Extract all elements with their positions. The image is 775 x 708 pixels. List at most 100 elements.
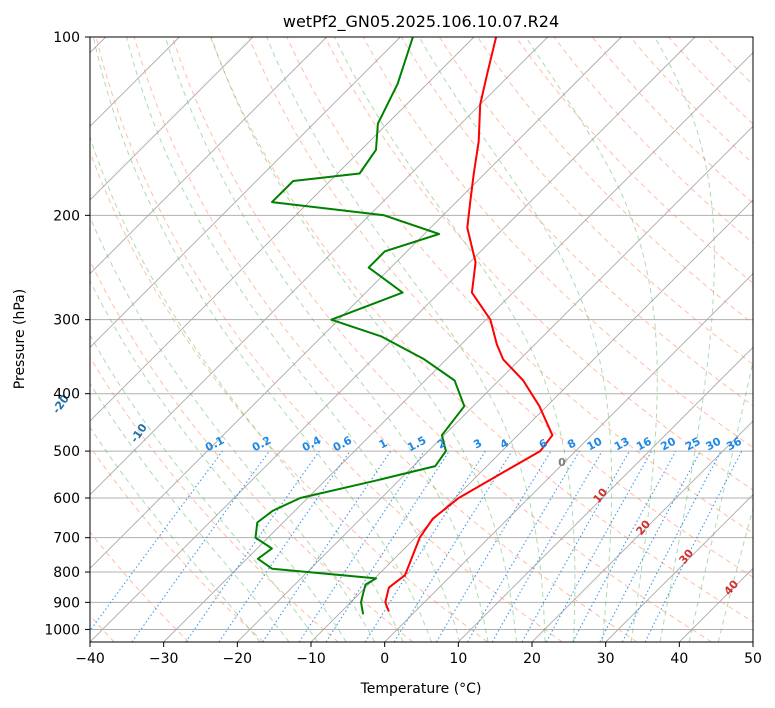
mixing-ratio-line [325, 450, 450, 642]
mixing-ratio-line [393, 450, 513, 642]
moist-adiabat-line [210, 37, 517, 642]
x-tick-label: 50 [744, 651, 762, 667]
dry-adiabat-line [438, 37, 753, 366]
mixing-ratio-label: 16 [634, 435, 654, 454]
moist-adiabat-line [418, 37, 613, 642]
y-tick-label: 600 [53, 491, 80, 507]
chart-title: wetPf2_GN05.2025.106.10.07.R24 [283, 12, 559, 32]
mixing-ratio-line [298, 450, 425, 642]
y-tick-label: 500 [53, 444, 80, 460]
isotherm-line [90, 37, 622, 569]
mixing-ratio-label: 25 [683, 435, 703, 454]
dry-adiabat-line [248, 37, 753, 578]
mixing-ratio-line [262, 450, 392, 642]
y-tick-label: 100 [53, 30, 80, 46]
isotherm-line [310, 199, 753, 642]
moist-adiabat-line [334, 37, 576, 642]
y-axis-label: Pressure (hPa) [12, 289, 28, 389]
moist-adiabat-line [266, 37, 546, 642]
mixing-ratio-line [435, 450, 552, 642]
mixing-ratio-label: 30 [704, 435, 724, 454]
moist-adiabat-line [525, 37, 658, 642]
mixing-ratio-label: 20 [658, 435, 678, 454]
isotherm-line [90, 37, 548, 496]
dry-adiabat-line [400, 37, 753, 407]
isotherm-line [90, 37, 475, 422]
moist-adiabat-line [126, 37, 461, 642]
moist-adiabat-line [90, 426, 261, 642]
mixing-ratio-line [90, 450, 223, 632]
moist-adiabat-label: 30 [676, 546, 696, 566]
dry-adiabat-line [133, 37, 638, 642]
mixing-ratio-line [218, 450, 351, 642]
isotherm-line [90, 37, 254, 201]
reference-lines [90, 37, 753, 642]
x-tick-label: 30 [597, 651, 615, 667]
x-tick-label: 40 [670, 651, 688, 667]
x-tick-label: −30 [149, 651, 179, 667]
isotherm-line [531, 420, 753, 642]
moist-adiabat-line [654, 37, 715, 642]
dry-adiabat-line [90, 150, 488, 642]
isotherm-line [90, 37, 327, 275]
isotherm-line [237, 125, 753, 642]
moist-adiabat-line [90, 334, 319, 642]
mixing-ratio-label: 36 [724, 435, 744, 454]
isotherm-line [90, 37, 401, 348]
dry-adiabat-line [477, 37, 753, 325]
dry-adiabat-line [210, 37, 753, 623]
moist-adiabat-line [688, 358, 753, 642]
mixing-ratio-label: 13 [612, 435, 632, 454]
moist-adiabat-label: 40 [721, 577, 741, 597]
plot-frame [89, 36, 754, 643]
isotherm-line [679, 567, 753, 642]
mixing-ratio-line [185, 450, 320, 642]
dewpoint-profile-line [254, 37, 466, 615]
y-tick-label: 1000 [44, 622, 80, 638]
temperature-profile-line [384, 37, 554, 612]
mixing-ratio-label: 10 [585, 435, 605, 454]
y-tick-label: 800 [53, 565, 80, 581]
y-tick-label: 900 [53, 595, 80, 611]
isotherm-line [384, 273, 753, 642]
moist-adiabat-line [164, 37, 489, 642]
moist-adiabat-line [90, 382, 290, 642]
x-tick-label: 0 [380, 651, 389, 667]
x-tick-label: −40 [75, 651, 105, 667]
x-tick-label: 10 [449, 651, 467, 667]
dry-adiabat-line [90, 531, 190, 642]
mixing-ratio-label: 8 [565, 436, 578, 451]
y-tick-label: 700 [53, 531, 80, 547]
dry-adiabat-line [90, 445, 264, 642]
mixing-ratio-line [131, 450, 270, 642]
x-tick-label: −10 [296, 651, 326, 667]
moist-adiabat-line [92, 37, 432, 642]
dry-adiabat-label: -10 [128, 421, 150, 445]
grid-layer [90, 37, 753, 642]
dry-adiabat-line [706, 37, 753, 86]
isotherm-line [163, 52, 753, 642]
isotherm-line [752, 641, 753, 642]
x-tick-label: 20 [523, 651, 541, 667]
dry-adiabat-zero-label: 0 [558, 456, 566, 469]
axis-layer: −40 −30 −20 −10 0 10 20 30 40 5010009008007006005… [44, 30, 762, 667]
mixing-ratio-line [545, 450, 653, 642]
y-tick-label: 300 [53, 313, 80, 329]
moist-adiabat-line [90, 215, 376, 642]
x-tick-label: −20 [223, 651, 253, 667]
dry-adiabat-line [515, 37, 753, 284]
x-axis-label: Temperature (°C) [360, 681, 482, 697]
mixing-ratio-label: 3 [471, 436, 484, 451]
mixing-ratio-label: 6 [537, 436, 550, 451]
series-layer [254, 37, 554, 615]
y-tick-label: 400 [53, 387, 80, 403]
dry-adiabat-line [90, 356, 339, 642]
isotherm-line [458, 346, 753, 642]
mixing-ratio-line [572, 450, 677, 642]
dry-adiabat-line [171, 37, 712, 642]
y-tick-label: 200 [53, 208, 80, 224]
dry-adiabat-line [95, 37, 563, 642]
mixing-ratio-line [644, 450, 743, 642]
